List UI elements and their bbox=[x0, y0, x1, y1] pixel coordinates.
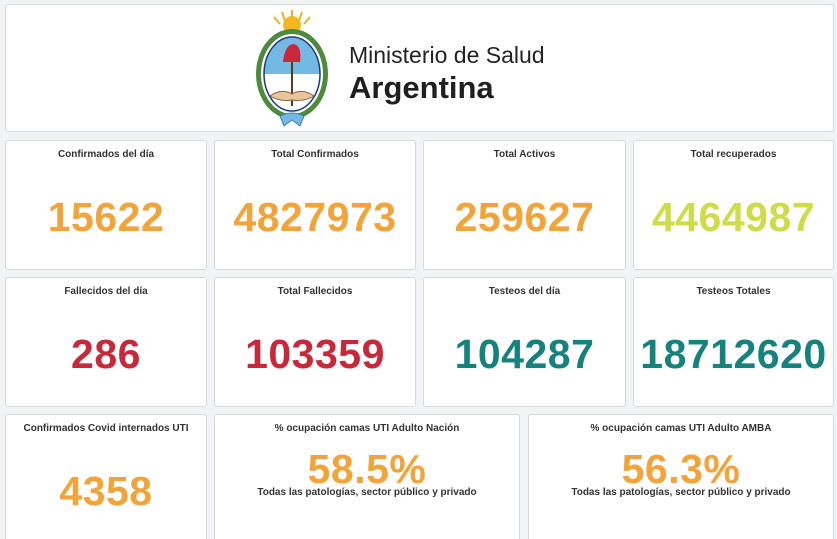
stat-card-testeos-dia: Testeos del día 104287 bbox=[423, 277, 626, 407]
stat-label: Total Activos bbox=[493, 149, 556, 160]
stat-card-total-confirmados: Total Confirmados 4827973 bbox=[214, 140, 416, 270]
stat-subtitle: Todas las patologías, sector público y p… bbox=[257, 487, 477, 498]
stat-label: Testeos Totales bbox=[696, 286, 771, 297]
stat-label: % ocupación camas UTI Adulto Nación bbox=[274, 423, 460, 434]
stat-card-fallecidos-dia: Fallecidos del día 286 bbox=[5, 277, 207, 407]
stat-card-total-recuperados: Total recuperados 4464987 bbox=[633, 140, 834, 270]
stat-label: Total recuperados bbox=[690, 149, 777, 160]
stat-card-testeos-totales: Testeos Totales 18712620 bbox=[633, 277, 834, 407]
stat-label: Testeos del día bbox=[488, 286, 561, 297]
country-name: Argentina bbox=[349, 70, 494, 105]
stat-value: 104287 bbox=[454, 331, 595, 377]
stat-value: 56.3% bbox=[621, 446, 741, 492]
stat-label: Total Confirmados bbox=[271, 149, 359, 160]
stat-subtitle: Todas las patologías, sector público y p… bbox=[571, 487, 791, 498]
stat-card-confirmados-dia: Confirmados del día 15622 bbox=[5, 140, 207, 270]
stat-label: Fallecidos del día bbox=[64, 286, 148, 297]
stat-label: Total Fallecidos bbox=[277, 286, 353, 297]
stat-value: 4464987 bbox=[651, 194, 816, 240]
stat-card-total-activos: Total Activos 259627 bbox=[423, 140, 626, 270]
stat-value: 4358 bbox=[59, 468, 153, 514]
ministry-name: Ministerio de Salud bbox=[349, 42, 545, 68]
stat-value: 18712620 bbox=[640, 331, 827, 377]
stat-value: 286 bbox=[71, 331, 141, 377]
stat-value: 259627 bbox=[454, 194, 595, 240]
coat-of-arms-logo bbox=[256, 10, 328, 127]
stat-label: Confirmados Covid internados UTI bbox=[23, 423, 189, 434]
stat-value: 15622 bbox=[47, 194, 165, 240]
header-banner bbox=[5, 4, 834, 132]
stat-card-ocupacion-amba: % ocupación camas UTI Adulto AMBA 56.3% … bbox=[528, 414, 834, 539]
stat-card-ocupacion-nacion: % ocupación camas UTI Adulto Nación 58.5… bbox=[214, 414, 520, 539]
stat-card-total-fallecidos: Total Fallecidos 103359 bbox=[214, 277, 416, 407]
stat-value: 4827973 bbox=[233, 194, 397, 240]
stat-value: 58.5% bbox=[307, 446, 427, 492]
stat-label: Confirmados del día bbox=[57, 149, 155, 160]
stat-value: 103359 bbox=[245, 331, 385, 377]
stat-card-internados-uti: Confirmados Covid internados UTI 4358 bbox=[5, 414, 207, 539]
stat-label: % ocupación camas UTI Adulto AMBA bbox=[590, 423, 772, 434]
